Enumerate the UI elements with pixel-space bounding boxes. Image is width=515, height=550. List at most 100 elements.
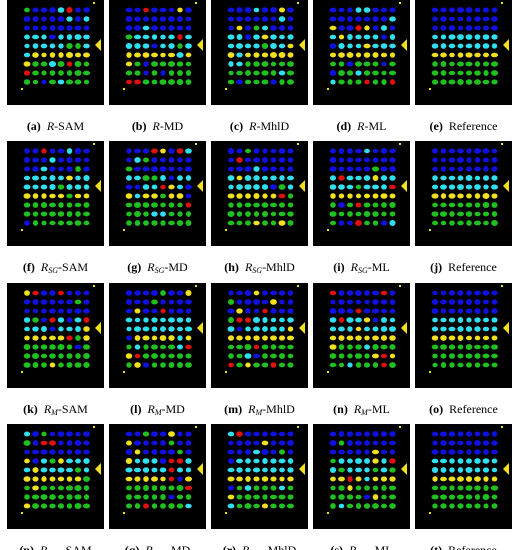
sample-blob: [270, 220, 277, 226]
panel: (a) R-SAM: [4, 0, 107, 134]
method: -MhlD: [262, 402, 295, 416]
sample-blob: [287, 485, 294, 491]
sample-blob: [176, 70, 184, 76]
sample-blob: [465, 476, 473, 482]
sample-blob: [176, 308, 184, 314]
sample-blob: [347, 440, 353, 446]
sample-blob: [338, 202, 345, 208]
sample-blob: [287, 467, 294, 473]
sample-blob: [41, 25, 47, 31]
sample-blob: [23, 193, 31, 199]
sample-blob: [355, 308, 362, 314]
sample-blob: [338, 299, 345, 305]
sample-blob: [151, 193, 158, 199]
sample-blob: [75, 43, 81, 49]
corner-mark: [327, 88, 329, 90]
sample-blob: [465, 308, 473, 314]
caption: (m) RM-MhlD: [208, 402, 311, 417]
sample-blob: [491, 79, 498, 85]
sample-blob: [32, 184, 39, 190]
sample-blob: [262, 317, 268, 323]
sample-blob: [432, 175, 438, 181]
sample-blob: [372, 202, 379, 208]
sample-blob: [74, 344, 82, 350]
sample-blob: [270, 344, 277, 350]
sample-blob: [57, 79, 65, 85]
sample-blob: [185, 440, 192, 446]
sample-blob: [389, 148, 396, 154]
sample-blob: [363, 458, 371, 464]
sample-blob: [151, 362, 158, 368]
sample-blob: [261, 299, 269, 305]
sample-blob: [185, 16, 192, 22]
sample-blob: [227, 431, 235, 437]
sample-blob: [143, 7, 149, 13]
sample-blob: [83, 290, 90, 296]
sample-blob: [236, 157, 243, 163]
sample-blob: [185, 431, 192, 437]
sample-blob: [457, 431, 464, 437]
sample-blob: [176, 344, 184, 350]
sample-blob: [457, 449, 464, 455]
sample-blob: [253, 290, 260, 296]
sample-blob: [457, 166, 464, 172]
sample-blob: [32, 476, 39, 482]
sample-blob: [41, 335, 47, 341]
sample-blob: [134, 335, 141, 341]
sample-blob: [389, 467, 396, 473]
sample-blob: [270, 290, 277, 296]
sample-blob: [354, 440, 363, 446]
sample-blob: [347, 34, 353, 40]
sample-blob: [449, 467, 455, 473]
sample-blob: [354, 353, 363, 359]
sample-blob: [389, 308, 396, 314]
sample-blob: [245, 34, 251, 40]
sample-blob: [49, 458, 56, 464]
sample-blob: [176, 503, 184, 509]
sample-blob: [449, 220, 455, 226]
sample-blob: [457, 175, 464, 181]
sample-blob: [465, 25, 473, 31]
sample-blob: [176, 290, 184, 296]
panel-label: (t): [430, 543, 443, 550]
sample-blob: [151, 467, 158, 473]
sample-blob: [49, 503, 56, 509]
sample-blob: [142, 308, 150, 314]
sample-blob: [363, 362, 371, 368]
sample-blob: [66, 43, 73, 49]
sample-blob: [134, 70, 141, 76]
sample-blob: [490, 52, 499, 58]
sample-blob: [287, 157, 294, 163]
panel-label: (i): [333, 260, 345, 274]
corner-mark: [123, 512, 125, 514]
sample-blob: [355, 61, 362, 67]
sample-blob: [491, 467, 498, 473]
symbol: R: [244, 260, 253, 274]
sample-blob: [482, 344, 490, 350]
sample-blob: [262, 308, 268, 314]
sample-blob: [32, 52, 39, 58]
sample-blob: [143, 476, 149, 482]
sample-blob: [143, 220, 149, 226]
sample-blob: [74, 220, 82, 226]
sample-blob: [440, 476, 447, 482]
sample-blob: [134, 290, 141, 296]
panel-label: (o): [429, 402, 444, 416]
sample-blob: [287, 344, 294, 350]
sample-blob: [287, 494, 294, 500]
sample-blob: [279, 79, 285, 85]
sample-blob: [270, 317, 277, 323]
sample-blob: [448, 34, 456, 40]
sample-blob: [151, 7, 158, 13]
sample-blob: [278, 362, 286, 368]
sample-blob: [431, 52, 439, 58]
panel: (r)RSNV-MhlD: [208, 424, 311, 550]
marker-triangle: [401, 39, 407, 51]
sample-blob: [75, 175, 81, 181]
sample-blob: [448, 449, 456, 455]
corner-mark: [327, 229, 329, 231]
sample-blob: [286, 70, 295, 76]
sample-blob: [270, 148, 277, 154]
sample-blob: [32, 61, 39, 67]
sample-blob: [236, 467, 243, 473]
